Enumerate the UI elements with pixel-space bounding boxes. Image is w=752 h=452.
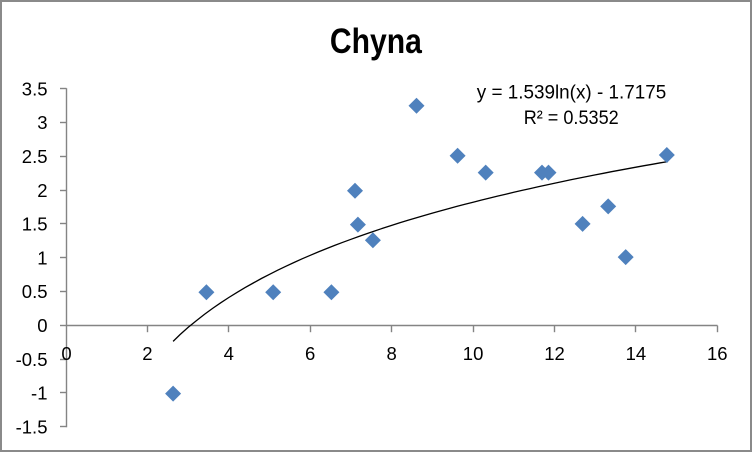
svg-text:Chyna: Chyna <box>330 21 422 61</box>
svg-text:6: 6 <box>305 343 315 364</box>
svg-text:y = 1.539ln(x) - 1.7175: y = 1.539ln(x) - 1.7175 <box>477 81 667 103</box>
svg-text:2.5: 2.5 <box>22 146 48 167</box>
svg-text:-0.5: -0.5 <box>16 349 48 370</box>
svg-text:R² = 0.5352: R² = 0.5352 <box>524 107 619 129</box>
svg-text:2: 2 <box>37 180 47 201</box>
svg-text:0.5: 0.5 <box>22 281 48 302</box>
svg-text:16: 16 <box>707 343 728 364</box>
svg-text:3.5: 3.5 <box>22 78 48 99</box>
svg-text:12: 12 <box>544 343 565 364</box>
svg-text:0: 0 <box>37 315 47 336</box>
svg-text:0: 0 <box>61 343 71 364</box>
svg-text:10: 10 <box>463 343 484 364</box>
svg-text:1.5: 1.5 <box>22 214 48 235</box>
svg-text:4: 4 <box>224 343 234 364</box>
svg-text:2: 2 <box>142 343 152 364</box>
svg-text:-1.5: -1.5 <box>16 416 48 437</box>
svg-text:8: 8 <box>387 343 397 364</box>
svg-text:1: 1 <box>37 247 47 268</box>
svg-text:3: 3 <box>37 112 47 133</box>
svg-text:14: 14 <box>626 343 647 364</box>
svg-text:-1: -1 <box>31 383 47 404</box>
